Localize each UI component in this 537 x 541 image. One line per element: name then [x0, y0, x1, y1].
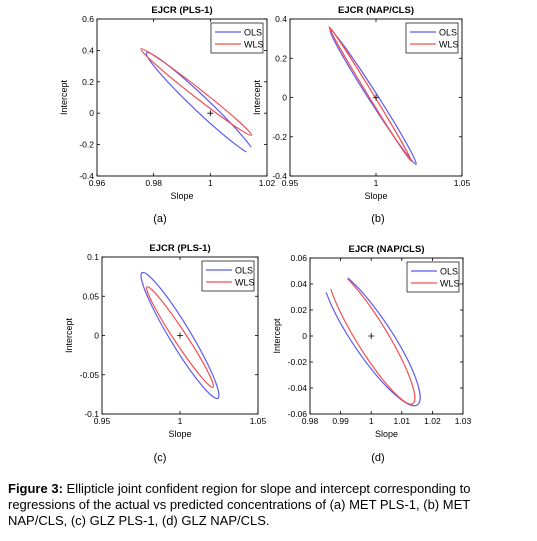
- legend: OLS WLS: [405, 22, 459, 54]
- legend-label-wls: WLS: [440, 279, 460, 289]
- center-marker: [177, 332, 183, 339]
- x-axis-label: Slope: [375, 429, 398, 439]
- y-tick-label: -0.2: [79, 140, 94, 150]
- y-tick-label: -0.1: [84, 409, 99, 419]
- chart-panel-d: 0.98 0.99 1 1.01 1.02 1.03 -0.06 -0.04 -0.02 0 0.0…: [272, 244, 472, 464]
- y-tick-label: -0.2: [272, 132, 287, 142]
- ellipse-wls: [328, 26, 413, 162]
- chart-panel-c: 0.95 1 1.05 -0.1 -0.05 0 0.05 0.1 EJCR (PLS-1) Sl…: [64, 243, 267, 464]
- x-tick-label: 1: [369, 416, 374, 426]
- x-axis-label: Slope: [364, 191, 387, 201]
- chart-title: EJCR (PLS-1): [149, 243, 210, 254]
- legend-box: [405, 22, 459, 54]
- x-tick-label: 0.98: [145, 178, 162, 188]
- x-tick-label: 0.98: [302, 416, 319, 426]
- y-axis-label: Intercept: [64, 317, 74, 353]
- y-tick-label: 0.02: [290, 305, 307, 315]
- x-tick-label: 1.05: [454, 178, 471, 188]
- x-tick-label: 1.02: [259, 178, 276, 188]
- y-tick-label: -0.04: [288, 383, 308, 393]
- x-tick-label: 0.95: [282, 178, 299, 188]
- legend: OLS WLS: [201, 260, 255, 292]
- caption-text: Ellipticle joint confident region for sl…: [8, 481, 471, 528]
- legend-label-ols: OLS: [440, 267, 458, 277]
- x-tick-label: 1: [208, 178, 213, 188]
- center-marker: [368, 333, 375, 339]
- y-tick-label: 0.06: [290, 253, 307, 263]
- legend: OLS WLS: [210, 22, 264, 54]
- x-tick-label: 0.95: [94, 416, 111, 426]
- y-tick-label: 0: [94, 331, 99, 341]
- legend-label-ols: OLS: [244, 28, 262, 38]
- plot-frame: [96, 18, 268, 177]
- y-tick-label: -0.06: [288, 409, 308, 419]
- x-tick-label: 0.96: [89, 178, 106, 188]
- legend: OLS WLS: [406, 261, 460, 293]
- y-axis-label: Intercept: [252, 79, 262, 115]
- y-tick-label: 0.6: [82, 14, 94, 24]
- y-tick-label: 0.05: [82, 291, 99, 301]
- chart-title: EJCR (PLS-1): [151, 5, 212, 16]
- center-marker: [207, 110, 214, 117]
- chart-title: EJCR (NAP/CLS): [338, 5, 414, 16]
- y-tick-label: 0.4: [82, 45, 94, 55]
- y-tick-label: 0.04: [290, 279, 307, 289]
- legend-label-wls: WLS: [235, 278, 255, 288]
- y-axis-label: Intercept: [59, 79, 69, 115]
- figure-caption: Figure 3: Ellipticle joint confident reg…: [8, 481, 532, 529]
- y-tick-label: -0.4: [272, 171, 287, 181]
- legend-label-ols: OLS: [439, 28, 457, 38]
- panel-label: (b): [371, 213, 384, 225]
- chart-title: EJCR (NAP/CLS): [348, 244, 424, 255]
- y-tick-label: -0.4: [79, 171, 94, 181]
- chart-panel-a: 0.96 0.98 1 1.02 -0.4 -0.2 0 0.2 0.4 0.6 EJCR (PLS…: [59, 5, 276, 225]
- legend-label-wls: WLS: [439, 40, 459, 50]
- x-tick-label: 1.03: [455, 416, 472, 426]
- panel-label: (c): [154, 452, 167, 464]
- legend-box: [406, 261, 460, 293]
- legend-label-ols: OLS: [235, 266, 253, 276]
- x-axis-label: Slope: [170, 191, 193, 201]
- y-tick-label: 0: [282, 93, 287, 103]
- panel-label: (d): [371, 452, 384, 464]
- center-marker: [373, 94, 379, 101]
- y-tick-label: 0.1: [87, 252, 99, 262]
- legend-label-wls: WLS: [244, 40, 264, 50]
- y-tick-label: -0.05: [80, 370, 100, 380]
- panel-label: (a): [153, 213, 166, 225]
- ellipse-ols: [140, 271, 220, 400]
- x-tick-label: 1.05: [250, 416, 267, 426]
- caption-label: Figure 3:: [8, 481, 63, 496]
- y-axis-label: Intercept: [272, 318, 282, 354]
- y-tick-label: 0: [302, 331, 307, 341]
- ellipse-wls: [140, 48, 253, 136]
- y-tick-label: 0: [89, 108, 94, 118]
- ellipse-ols: [145, 51, 256, 156]
- x-tick-label: 0.99: [332, 416, 349, 426]
- y-tick-label: 0.2: [275, 53, 287, 63]
- x-axis-label: Slope: [168, 429, 191, 439]
- x-tick-label: 1: [178, 416, 183, 426]
- ellipse-wls: [145, 286, 215, 389]
- y-tick-label: 0.4: [275, 14, 287, 24]
- legend-box: [210, 22, 264, 54]
- x-tick-label: 1.02: [424, 416, 441, 426]
- x-tick-label: 1.01: [394, 416, 411, 426]
- y-tick-label: 0.2: [82, 77, 94, 87]
- x-tick-label: 1: [374, 178, 379, 188]
- y-tick-label: -0.02: [288, 357, 308, 367]
- chart-panel-b: 0.95 1 1.05 -0.4 -0.2 0 0.2 0.4 EJCR (NAP/CLS) Sl…: [252, 5, 471, 225]
- legend-box: [201, 260, 255, 292]
